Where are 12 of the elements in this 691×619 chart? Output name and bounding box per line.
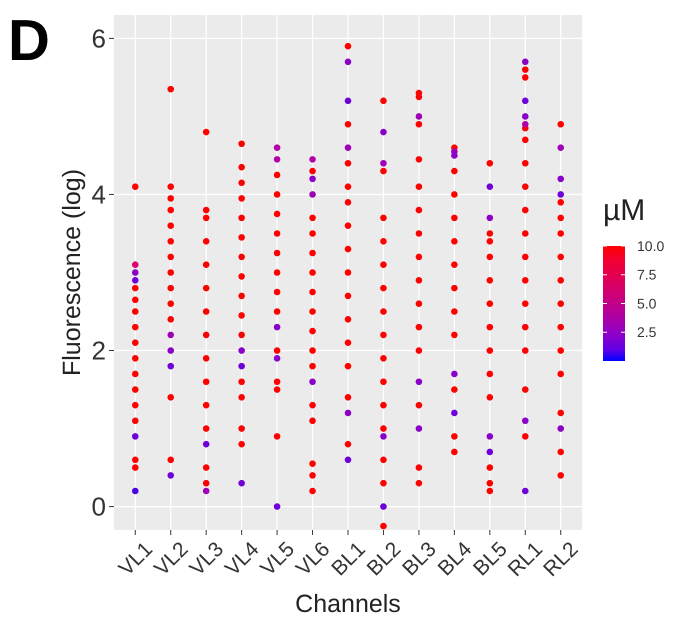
y-tick-label: 0 <box>92 492 106 522</box>
color-bar-label: 10.0 <box>637 238 664 254</box>
text: D <box>8 8 50 73</box>
color-bar-title: µM <box>603 194 646 227</box>
y-tick-label: 2 <box>92 336 106 366</box>
y-tick-label: 4 <box>92 180 106 210</box>
color-bar-label: 2.5 <box>637 324 657 340</box>
color-bar-label: 5.0 <box>637 295 657 312</box>
color-bar-label: 7.5 <box>637 266 657 283</box>
y-axis-title: Fluorescence (log) <box>58 168 86 376</box>
x-axis-title: Channels <box>295 590 401 618</box>
y-tick-label: 6 <box>92 24 106 54</box>
